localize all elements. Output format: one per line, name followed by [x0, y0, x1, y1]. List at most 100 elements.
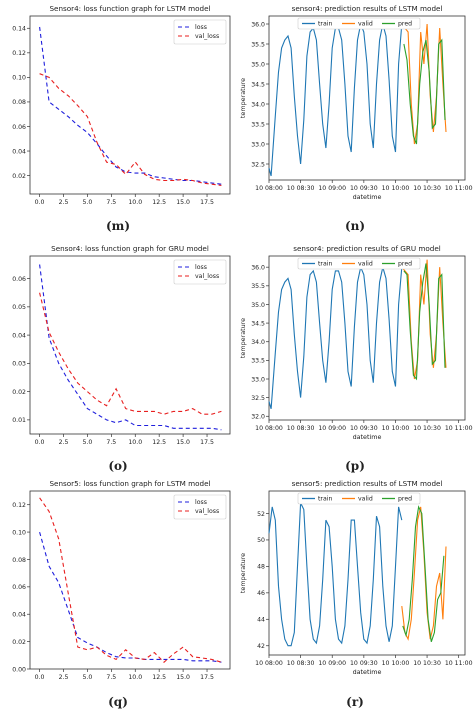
chart-q-ytick-label: 0.10 — [12, 529, 26, 536]
chart-o-legend-label: val_loss — [195, 273, 219, 280]
chart-p-xlabel: datetime — [353, 433, 382, 441]
chart-o-legend-label: loss — [195, 264, 207, 271]
caption-n: (n) — [344, 219, 366, 233]
chart-q-legend-label: val_loss — [195, 508, 219, 515]
chart-o-xtick-label: 12.5 — [152, 439, 166, 446]
chart-m-xtick-label: 2.5 — [59, 199, 69, 206]
chart-p-ytick-label: 33.5 — [251, 358, 265, 365]
chart-r-ytick-label: 52 — [257, 511, 265, 518]
chart-q-xtick-label: 7.5 — [106, 674, 116, 681]
chart-m-ytick-label: 0.10 — [12, 75, 26, 82]
chart-o-xtick-label: 17.5 — [200, 439, 214, 446]
chart-n-xtick-label: 10 08:00 — [255, 185, 283, 192]
chart-m-xtick-label: 0.0 — [35, 199, 45, 206]
chart-p-plot-frame — [268, 255, 466, 421]
chart-n-ytick-label: 36.0 — [251, 21, 265, 28]
chart-r-xtick-label: 10 08:00 — [255, 660, 283, 667]
chart-r-ytick-label: 46 — [257, 590, 265, 597]
chart-n-ylabel: temperature — [239, 78, 247, 118]
chart-p-xtick-label: 10 09:30 — [350, 425, 378, 432]
chart-m-xtick-label: 17.5 — [200, 199, 214, 206]
chart-p-legend-label: pred — [398, 261, 412, 268]
chart-o-title: Sensor4: loss function graph for GRU mod… — [51, 244, 209, 253]
chart-m-legend-label: val_loss — [195, 33, 219, 40]
chart-q-ytick-label: 0.02 — [12, 639, 26, 646]
chart-r-series-train — [268, 502, 403, 647]
chart-p-ytick-label: 34.0 — [251, 339, 265, 346]
chart-m-xtick-label: 10.0 — [128, 199, 142, 206]
chart-r-legend-box — [297, 492, 421, 505]
chart-r-xtick-label: 10 10:30 — [413, 660, 441, 667]
chart-q-ytick-label: 0.04 — [12, 612, 26, 619]
chart-n-xtick-label: 10 09:00 — [318, 185, 346, 192]
chart-n-ytick-label: 35.5 — [251, 41, 265, 48]
caption-r: (r) — [346, 695, 364, 709]
chart-q-ytick-label: 0.00 — [12, 666, 26, 673]
chart-q-xtick-label: 12.5 — [152, 674, 166, 681]
chart-m-ytick-label: 0.12 — [12, 50, 26, 57]
chart-r-series-valid — [401, 506, 447, 641]
chart-n-xtick-label: 10 08:30 — [287, 185, 315, 192]
chart-p-ytick-label: 35.5 — [251, 283, 265, 290]
chart-r-title: sensor5: prediction results of LSTM mode… — [292, 479, 443, 488]
chart-o-xtick-label: 2.5 — [59, 439, 69, 446]
chart-q-xtick-label: 15.0 — [176, 674, 190, 681]
chart-n-legend-box — [297, 17, 421, 30]
chart-o-ytick-label: 0.02 — [12, 389, 26, 396]
chart-p-legend-box — [297, 257, 421, 270]
chart-m-ytick-label: 0.14 — [12, 26, 26, 33]
chart-m-legend-box — [173, 19, 227, 45]
chart-p-legend-label: valid — [358, 261, 373, 268]
chart-q-xtick-label: 10.0 — [128, 674, 142, 681]
chart-p-ytick-label: 36.0 — [251, 264, 265, 271]
chart-q-xtick-label: 17.5 — [200, 674, 214, 681]
chart-n-legend-label: valid — [358, 21, 373, 28]
chart-n: sensor4: prediction results of LSTM mode… — [239, 4, 473, 201]
chart-p-series-train — [268, 265, 403, 409]
chart-n-series-pred — [403, 38, 446, 145]
chart-m-xtick-label: 15.0 — [176, 199, 190, 206]
chart-m-ytick-label: 0.02 — [12, 173, 26, 180]
chart-n-legend-label: pred — [398, 21, 412, 28]
chart-p-legend-label: train — [318, 261, 332, 268]
chart-n-ytick-label: 33.5 — [251, 121, 265, 128]
chart-q-xtick-label: 2.5 — [59, 674, 69, 681]
chart-m-series-val-loss — [39, 73, 222, 186]
chart-p-title: sensor4: prediction results of GRU model — [293, 244, 441, 253]
chart-o-xtick-label: 15.0 — [176, 439, 190, 446]
caption-m: (m) — [105, 219, 131, 233]
chart-m-ytick-label: 0.06 — [12, 124, 26, 131]
chart-n-title: sensor4: prediction results of LSTM mode… — [292, 4, 443, 13]
chart-q-title: Sensor5: loss function graph for LSTM mo… — [49, 479, 210, 488]
chart-r-ytick-label: 48 — [257, 564, 265, 571]
chart-r-legend-label: train — [318, 496, 332, 503]
chart-r: sensor5: prediction results of LSTM mode… — [239, 479, 473, 676]
chart-p-ytick-label: 32.0 — [251, 414, 265, 421]
chart-r-legend-label: pred — [398, 496, 412, 503]
chart-r-ytick-label: 50 — [257, 537, 265, 544]
chart-o-ytick-label: 0.05 — [12, 304, 26, 311]
chart-n-series-train — [268, 22, 403, 177]
chart-q-legend-label: loss — [195, 499, 207, 506]
chart-r-xtick-label: 10 10:00 — [382, 660, 410, 667]
chart-q-ytick-label: 0.12 — [12, 502, 26, 509]
chart-o-legend-box — [173, 259, 227, 285]
chart-q-xtick-label: 0.0 — [35, 674, 45, 681]
chart-n-xlabel: datetime — [353, 193, 382, 201]
chart-m-title: Sensor4: loss function graph for LSTM mo… — [49, 4, 210, 13]
chart-o-ytick-label: 0.04 — [12, 332, 26, 339]
chart-p-xtick-label: 10 08:00 — [255, 425, 283, 432]
chart-o-ytick-label: 0.06 — [12, 276, 26, 283]
chart-o-xtick-label: 10.0 — [128, 439, 142, 446]
chart-m-ytick-label: 0.04 — [12, 148, 26, 155]
chart-r-plot-frame — [268, 490, 466, 656]
chart-r-ylabel: temperature — [239, 553, 247, 593]
chart-o-xtick-label: 5.0 — [82, 439, 92, 446]
chart-p-ylabel: temperature — [239, 318, 247, 358]
chart-o-ytick-label: 0.01 — [12, 417, 26, 424]
chart-p-ytick-label: 33.0 — [251, 376, 265, 383]
chart-q: Sensor5: loss function graph for LSTM mo… — [12, 479, 231, 681]
chart-o-ytick-label: 0.03 — [12, 361, 26, 368]
chart-p-xtick-label: 10 11:00 — [445, 425, 473, 432]
chart-n-ytick-label: 32.5 — [251, 161, 265, 168]
